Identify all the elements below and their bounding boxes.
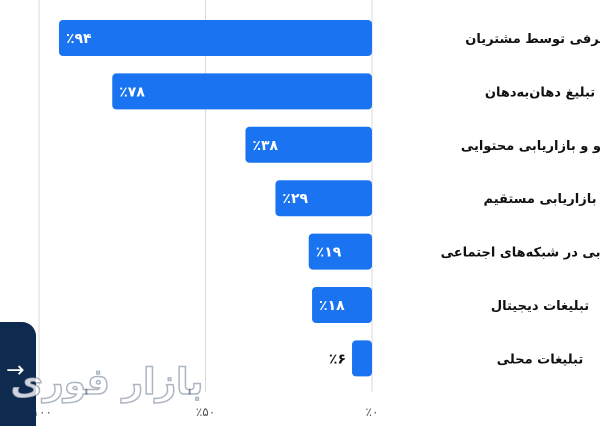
data-label: ٪۱۸ <box>319 298 345 314</box>
data-label: ٪۷۸ <box>119 84 145 100</box>
watermark-logo: بازار فوری <box>9 361 204 404</box>
arrow-right-icon[interactable]: → <box>6 358 25 383</box>
category-label: بازاریابی در شبکه‌های اجتماعی <box>441 246 600 261</box>
x-tick-label: ٪۰ <box>366 405 379 419</box>
bar <box>352 340 372 377</box>
data-label: ٪۲۹ <box>282 191 308 207</box>
bar <box>245 126 372 163</box>
bar <box>275 180 372 217</box>
bar <box>112 73 372 110</box>
data-label: ٪۶ <box>329 351 346 367</box>
watermark-tab <box>0 322 36 426</box>
category-label: معرفی توسط مشتریان <box>465 32 600 47</box>
bars: ٪۹۴ معرفی توسط مشتریان ٪۷۸ تبلیغ دهان‌به‌ده… <box>58 20 600 377</box>
data-label: ٪۹۴ <box>66 31 92 47</box>
bar <box>312 287 372 323</box>
data-label: ٪۳۸ <box>252 138 278 154</box>
data-label: ٪۱۹ <box>316 245 342 261</box>
x-tick-label: ٪۵۰ <box>196 405 215 419</box>
category-label: تبلیغ دهان‌به‌دهان <box>485 85 595 100</box>
x-axis: ٪۰٪۵۰٪۱۰۰ <box>26 405 378 419</box>
category-label: تبلیغات دیجیتال <box>491 299 589 314</box>
category-label: تبلیغات محلی <box>497 352 584 367</box>
category-label: بازاریابی مستقیم <box>484 192 597 207</box>
category-label: سئو و بازاریابی محتوایی <box>461 139 600 154</box>
bar <box>58 20 372 56</box>
bar <box>308 233 372 270</box>
